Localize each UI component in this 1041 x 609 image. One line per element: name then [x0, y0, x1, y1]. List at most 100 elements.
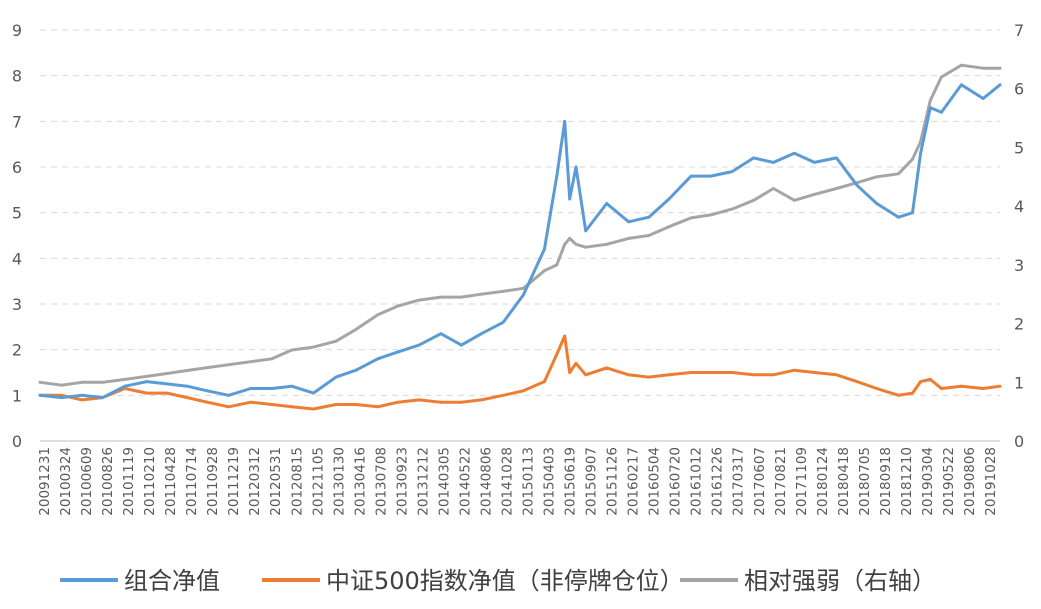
series-2-point: [101, 380, 104, 384]
series-1-point: [290, 405, 294, 409]
series-1-point: [835, 373, 838, 377]
series-2-point: [312, 345, 315, 349]
y-right-tick-label: 6: [1014, 80, 1024, 99]
series-1-point: [185, 396, 189, 399]
series-0-point: [998, 83, 1002, 87]
series-2-point: [897, 172, 900, 176]
series-1-point: [667, 373, 671, 377]
series-2-point: [647, 234, 651, 237]
series-0-point: [919, 151, 922, 155]
series-1-point: [522, 389, 525, 393]
x-tick-label: 20171109: [794, 447, 810, 516]
series-0-point: [897, 215, 900, 219]
series-2-point: [960, 63, 963, 67]
series-1-point: [227, 405, 231, 409]
series-2-point: [940, 75, 943, 79]
series-lines: [38, 63, 1002, 411]
series-2-point: [835, 187, 838, 190]
y-left-tick-label: 0: [12, 432, 22, 451]
series-0-point: [165, 382, 169, 386]
series-2-point: [689, 216, 693, 220]
series-0-point: [312, 391, 315, 395]
series-0-point: [911, 211, 914, 215]
series-2-point: [772, 187, 775, 190]
series-0-point: [185, 384, 189, 388]
x-tick-label: 20120312: [247, 447, 263, 516]
series-0-point: [584, 229, 588, 233]
series-0-point: [813, 161, 816, 164]
y-right-tick-label: 5: [1014, 138, 1024, 157]
series-1-point: [793, 368, 796, 372]
x-tick-label: 20100826: [100, 447, 116, 516]
x-tick-label: 20150907: [584, 447, 600, 516]
series-2-point: [752, 198, 756, 202]
x-tick-label: 20160720: [668, 447, 684, 516]
series-2-point: [145, 375, 149, 378]
series-0-point: [928, 106, 932, 109]
series-0-point: [709, 174, 713, 178]
series-2-point: [290, 348, 294, 352]
series-1-point: [145, 391, 149, 395]
series-0-point: [205, 389, 209, 393]
series-0-point: [568, 197, 572, 201]
y-axis-right: 0 1 2 3 4 5 6 7: [1014, 21, 1024, 451]
series-2-point: [205, 366, 209, 369]
x-tick-label: 20150403: [542, 447, 558, 516]
x-tick-label: 20180918: [878, 447, 894, 516]
series-2-point: [584, 245, 588, 249]
x-tick-label: 20150113: [521, 447, 537, 516]
series-0-point: [667, 197, 671, 201]
series-2-point: [501, 289, 505, 293]
x-tick-label: 20100609: [79, 447, 95, 516]
series-1-point: [627, 373, 630, 377]
series-1-point: [334, 403, 338, 406]
series-2-point: [911, 157, 914, 161]
series-1-point: [249, 400, 253, 404]
x-tick-label: 20110714: [184, 447, 200, 516]
series-2-point: [439, 295, 443, 299]
series-0-point: [730, 170, 734, 174]
series-0-point: [376, 357, 380, 361]
series-1-point: [911, 391, 914, 395]
series-0-point: [960, 83, 963, 87]
y-left-tick-label: 7: [12, 112, 22, 131]
series-2-point: [605, 242, 609, 246]
series-0-point: [354, 368, 358, 372]
x-tick-label: 20150619: [563, 447, 579, 516]
series-1-point: [897, 393, 900, 397]
series-2-point: [354, 328, 358, 331]
x-tick-label: 20180705: [857, 447, 873, 516]
series-2-point: [627, 237, 630, 240]
series-0-point: [290, 384, 294, 388]
series-0-point: [574, 165, 578, 169]
x-tick-label: 20131212: [415, 447, 431, 516]
y-left-tick-label: 2: [12, 341, 22, 360]
series-1-point: [813, 371, 816, 374]
series-1-point: [998, 384, 1002, 388]
x-tick-label: 20110928: [205, 447, 221, 516]
series-0-point: [855, 183, 859, 187]
series-1-point: [981, 387, 985, 390]
series-2-point: [919, 140, 922, 144]
series-1-point: [568, 371, 572, 374]
x-tick-label: 20101119: [121, 447, 137, 516]
series-1-point: [501, 393, 505, 397]
series-0-point: [940, 110, 943, 114]
series-1-point: [928, 378, 932, 381]
series-2-point: [249, 360, 253, 364]
y-left-tick-label: 6: [12, 158, 22, 177]
x-tick-label: 20140806: [478, 447, 494, 516]
series-1-point: [584, 373, 588, 377]
y-right-tick-label: 3: [1014, 256, 1024, 275]
series-0-point: [270, 387, 274, 390]
y-left-tick-label: 1: [12, 386, 22, 405]
series-1-point: [875, 387, 879, 390]
y-left-tick-label: 4: [12, 249, 22, 268]
x-tick-label: 20110210: [142, 447, 158, 516]
series-0-point: [460, 343, 463, 347]
series-2-point: [376, 313, 380, 317]
series-2-point: [568, 237, 572, 240]
series-0-point: [227, 393, 231, 397]
series-0-point: [439, 332, 443, 336]
series-0-point: [981, 97, 985, 100]
